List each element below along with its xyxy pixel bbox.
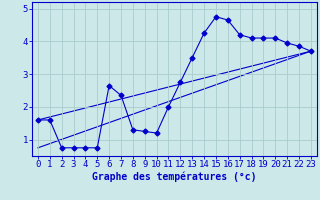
X-axis label: Graphe des températures (°c): Graphe des températures (°c)	[92, 172, 257, 182]
